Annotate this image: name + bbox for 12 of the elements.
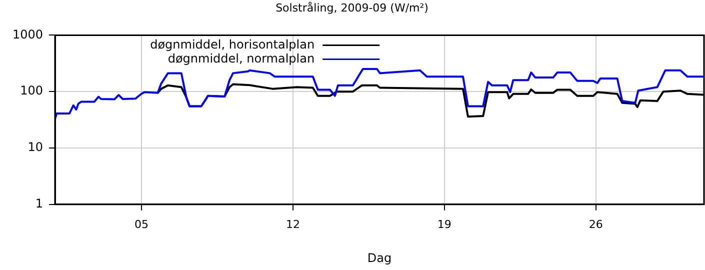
x-tick-label: 12: [286, 218, 300, 231]
y-tick-label: 10: [28, 140, 43, 154]
legend-label: døgnmiddel, horisontalplan: [150, 37, 315, 52]
chart-title: Solstråling, 2009-09 (W/m²): [276, 1, 428, 14]
x-axis-title: Dag: [367, 250, 392, 265]
y-tick-label: 1: [35, 196, 43, 211]
x-tick-label: 26: [588, 218, 603, 231]
x-tick-label: 05: [134, 218, 149, 231]
y-tick-label: 1000: [12, 27, 43, 42]
y-tick-label: 100: [20, 84, 43, 98]
legend-label: døgnmiddel, normalplan: [168, 51, 315, 66]
x-tick-label: 19: [437, 218, 452, 231]
